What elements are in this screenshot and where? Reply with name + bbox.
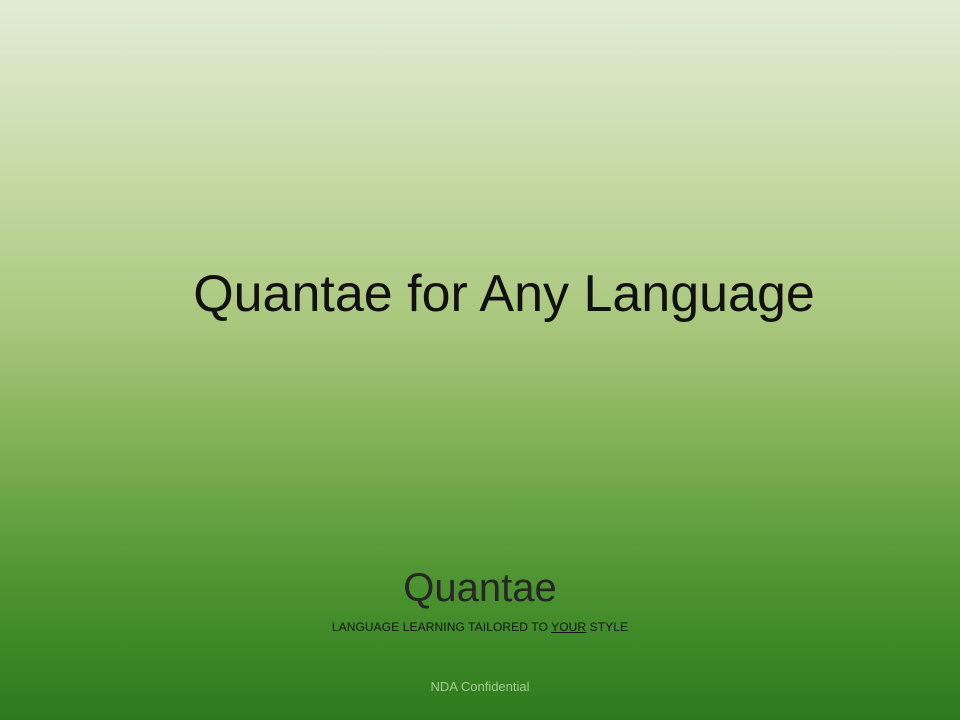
slide-title: Quantae for Any Language	[193, 265, 815, 323]
tagline-before: LANGUAGE LEARNING TAILORED TO	[331, 620, 552, 634]
tagline-emphasis: YOUR	[551, 620, 587, 634]
tagline-after: STYLE	[586, 620, 629, 634]
footer-confidential: NDA Confidential	[430, 679, 530, 694]
tagline: LANGUAGE LEARNING TAILORED TO YOUR STYLE	[0, 619, 960, 635]
brand-name: Quantae	[403, 566, 557, 610]
